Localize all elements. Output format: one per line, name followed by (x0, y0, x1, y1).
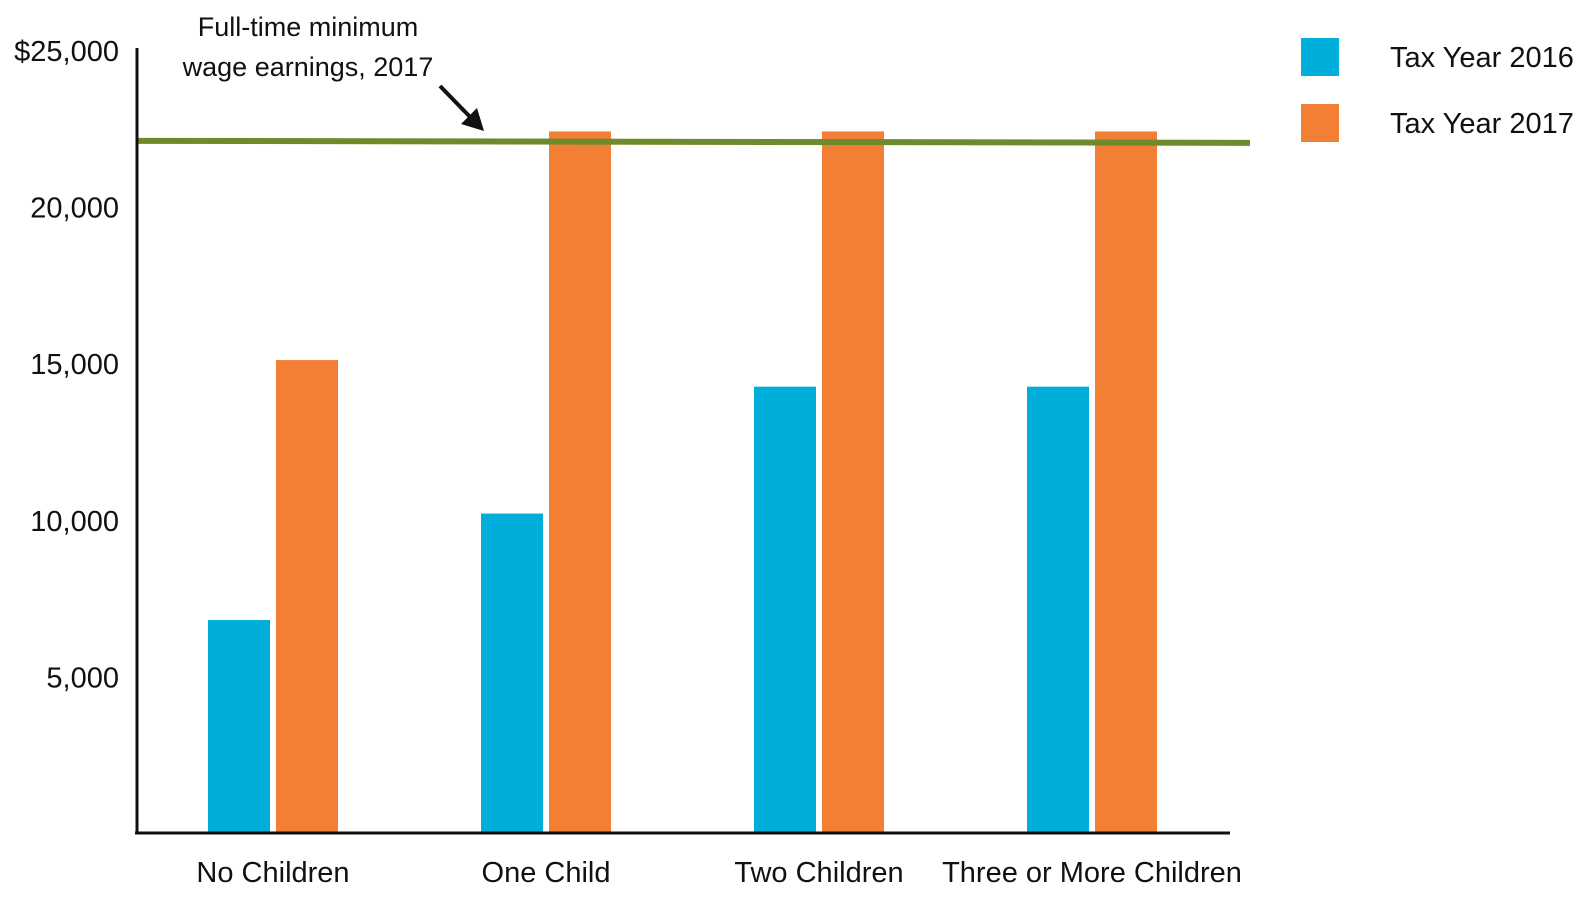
bar-2016-one-child (481, 513, 543, 833)
reference-line-layer (136, 137, 1251, 146)
y-tick-label: $25,000 (14, 36, 119, 68)
y-tick-labels: 5,000 10,000 15,000 20,000 $25,000 (14, 36, 119, 694)
y-tick-label: 15,000 (30, 349, 119, 381)
reference-annotation: Full-time minimum wage earnings, 2017 (182, 12, 484, 131)
axes-layer (135, 48, 1230, 835)
bars-layer (208, 131, 1157, 833)
bar-2017-three-or-more-children (1095, 131, 1157, 833)
annotation-arrow-shaft (438, 84, 476, 123)
y-tick-label: 10,000 (30, 506, 119, 538)
annotation-arrow-head (461, 108, 484, 131)
x-category-label: No Children (196, 857, 349, 889)
legend-swatch (1301, 104, 1339, 142)
reference-annotation-line: Full-time minimum (198, 12, 419, 42)
x-category-label: One Child (482, 857, 611, 889)
bar-2017-one-child (549, 131, 611, 833)
y-tick-label: 5,000 (46, 662, 119, 694)
bar-2016-no-children (208, 620, 270, 833)
x-category-label: Three or More Children (942, 857, 1242, 889)
y-tick-label: 20,000 (30, 193, 119, 225)
reference-annotation-line: wage earnings, 2017 (182, 52, 434, 82)
legend-swatch (1301, 38, 1339, 76)
bar-2016-two-children (754, 386, 816, 833)
legend: Tax Year 2016 Tax Year 2017 (1301, 38, 1574, 142)
bar-2017-no-children (276, 360, 338, 833)
bar-2017-two-children (822, 131, 884, 833)
min-wage-reference-line (136, 137, 1251, 146)
legend-label: Tax Year 2016 (1390, 42, 1574, 74)
x-category-labels: No Children One Child Two Children Three or… (196, 857, 1241, 889)
x-category-label: Two Children (734, 857, 903, 889)
bar-2016-three-or-more-children (1027, 386, 1089, 833)
legend-label: Tax Year 2017 (1390, 108, 1574, 140)
